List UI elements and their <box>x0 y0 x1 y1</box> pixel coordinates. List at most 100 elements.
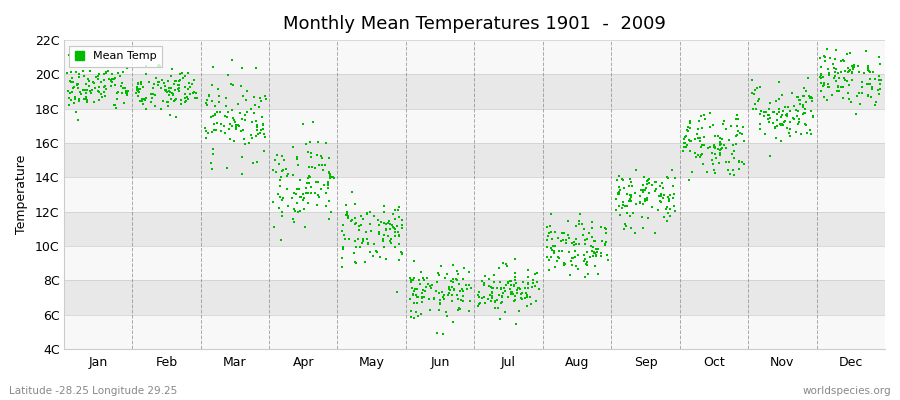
Point <box>836 84 850 90</box>
Point <box>72 98 86 104</box>
Point <box>150 79 165 85</box>
Point <box>354 213 368 220</box>
Point <box>745 90 760 96</box>
Point <box>213 128 228 134</box>
Point <box>154 84 168 91</box>
Point <box>855 84 869 90</box>
Point <box>352 223 366 229</box>
Point <box>471 292 485 299</box>
Point <box>235 154 249 160</box>
Point <box>273 177 287 184</box>
Point <box>250 159 265 166</box>
Point <box>105 70 120 77</box>
Point <box>63 78 77 84</box>
Point <box>554 238 568 245</box>
Point <box>394 222 409 228</box>
Point <box>201 130 215 136</box>
Point <box>412 276 427 283</box>
Point <box>633 199 647 205</box>
Point <box>388 216 402 223</box>
Point <box>363 221 377 228</box>
Point <box>783 108 797 114</box>
Point <box>642 190 656 196</box>
Point <box>774 113 788 120</box>
Point <box>107 74 122 81</box>
Point <box>796 110 811 116</box>
Point <box>544 254 558 260</box>
Point <box>814 80 828 86</box>
Point <box>514 290 528 297</box>
Point <box>97 82 112 89</box>
Point <box>344 218 358 225</box>
Bar <box>64 246 885 280</box>
Point <box>634 214 649 220</box>
Point <box>271 190 285 197</box>
Point <box>722 159 736 165</box>
Point <box>590 249 605 255</box>
Bar <box>64 143 885 178</box>
Point <box>303 138 318 145</box>
Point <box>455 288 470 294</box>
Point <box>695 151 709 158</box>
Point <box>780 113 795 120</box>
Point <box>725 167 740 174</box>
Point <box>667 191 681 197</box>
Point <box>412 281 427 287</box>
Point <box>366 252 381 259</box>
Point <box>730 123 744 130</box>
Point <box>871 87 886 94</box>
Point <box>694 152 708 158</box>
Point <box>188 94 202 101</box>
Point <box>623 192 637 198</box>
Point <box>706 167 721 173</box>
Point <box>417 277 431 284</box>
Point <box>382 221 397 227</box>
Point <box>551 254 565 260</box>
Point <box>568 263 582 270</box>
Point <box>376 220 391 226</box>
Point <box>184 91 198 98</box>
Point <box>238 141 253 148</box>
Point <box>256 131 271 137</box>
Point <box>164 73 178 79</box>
Point <box>110 54 124 61</box>
Point <box>501 293 516 300</box>
Point <box>113 72 128 79</box>
Point <box>477 282 491 288</box>
Point <box>445 297 459 304</box>
Point <box>805 98 819 104</box>
Point <box>576 231 590 238</box>
Point <box>682 147 697 154</box>
Point <box>105 79 120 85</box>
Point <box>274 153 289 160</box>
Point <box>638 198 652 204</box>
Point <box>616 176 630 183</box>
Point <box>320 181 335 187</box>
Point <box>832 88 846 94</box>
Point <box>184 81 199 88</box>
Point <box>723 171 737 177</box>
Point <box>250 124 265 130</box>
Point <box>872 90 886 97</box>
Point <box>562 249 577 256</box>
Point <box>180 94 194 100</box>
Point <box>866 69 880 75</box>
Point <box>828 68 842 75</box>
Point <box>478 299 492 306</box>
Point <box>310 152 324 158</box>
Point <box>717 118 732 124</box>
Point <box>422 295 436 302</box>
Point <box>72 71 86 77</box>
Point <box>624 225 638 232</box>
Point <box>356 236 370 242</box>
Point <box>430 279 445 285</box>
Point <box>554 248 569 254</box>
Point <box>778 118 792 124</box>
Point <box>293 177 308 184</box>
Point <box>321 178 336 185</box>
Point <box>119 90 133 96</box>
Bar <box>64 178 885 212</box>
Point <box>231 123 246 129</box>
Point <box>814 74 828 81</box>
Point <box>336 246 350 252</box>
